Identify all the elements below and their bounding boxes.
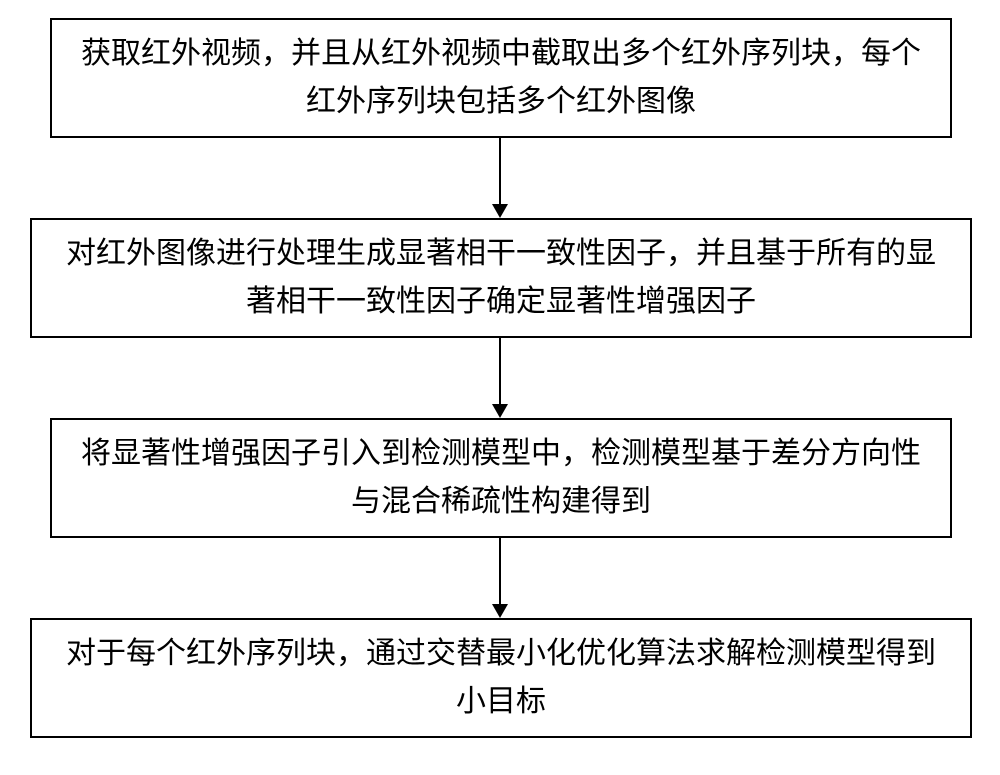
flowchart-node-label: 获取红外视频，并且从红外视频中截取出多个红外序列块，每个红外序列块包括多个红外图…: [76, 30, 926, 126]
flowchart-arrow-line: [499, 538, 501, 604]
flowchart-node-step2: 对红外图像进行处理生成显著相干一致性因子，并且基于所有的显著相干一致性因子确定显…: [30, 218, 972, 338]
flowchart-arrow-head-icon: [492, 404, 508, 418]
flowchart-canvas: 获取红外视频，并且从红外视频中截取出多个红外序列块，每个红外序列块包括多个红外图…: [0, 0, 1000, 775]
flowchart-node-label: 对红外图像进行处理生成显著相干一致性因子，并且基于所有的显著相干一致性因子确定显…: [56, 230, 946, 326]
flowchart-arrow-line: [499, 138, 501, 204]
flowchart-node-step4: 对于每个红外序列块，通过交替最小化优化算法求解检测模型得到小目标: [30, 618, 972, 738]
flowchart-node-label: 对于每个红外序列块，通过交替最小化优化算法求解检测模型得到小目标: [56, 630, 946, 726]
flowchart-arrow-line: [499, 338, 501, 404]
flowchart-node-label: 将显著性增强因子引入到检测模型中，检测模型基于差分方向性与混合稀疏性构建得到: [76, 430, 926, 526]
flowchart-arrow-head-icon: [492, 204, 508, 218]
flowchart-node-step3: 将显著性增强因子引入到检测模型中，检测模型基于差分方向性与混合稀疏性构建得到: [50, 418, 952, 538]
flowchart-arrow-head-icon: [492, 604, 508, 618]
flowchart-node-step1: 获取红外视频，并且从红外视频中截取出多个红外序列块，每个红外序列块包括多个红外图…: [50, 18, 952, 138]
